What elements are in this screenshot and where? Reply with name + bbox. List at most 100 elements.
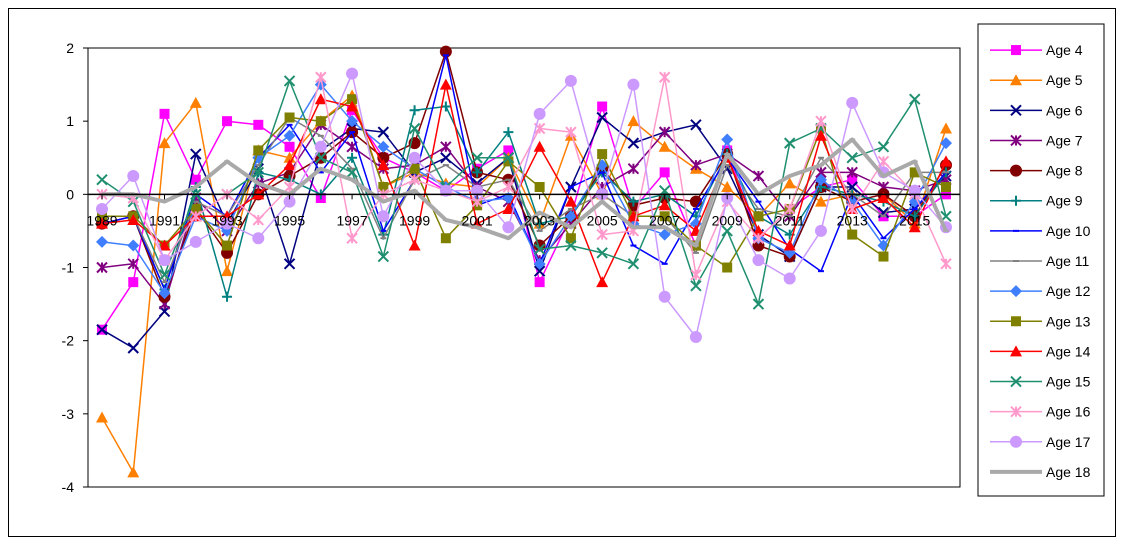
data-point (127, 342, 139, 354)
legend-item: Age 12 (990, 283, 1091, 299)
data-point (253, 145, 264, 156)
data-point (222, 240, 233, 251)
data-point (533, 107, 546, 120)
y-tick-label: 2 (66, 40, 74, 56)
data-point (252, 166, 265, 179)
data-point (909, 211, 920, 222)
data-point (783, 203, 796, 215)
legend-label: Age 9 (1046, 193, 1083, 209)
legend-item: Age 5 (990, 72, 1083, 88)
legend-label: Age 17 (1046, 434, 1091, 450)
series-line (101, 72, 947, 338)
data-point (846, 203, 858, 215)
data-point (690, 280, 702, 292)
legend-label: Age 18 (1046, 464, 1091, 480)
data-point (347, 152, 358, 163)
legend-label: Age 4 (1046, 42, 1083, 58)
legend-box (977, 23, 1105, 497)
data-point (127, 239, 140, 252)
y-tick-label: 1 (66, 113, 74, 129)
data-point (534, 218, 545, 229)
data-point (908, 221, 921, 233)
data-point (190, 174, 201, 185)
legend-item: Age 18 (990, 464, 1091, 480)
series-line (101, 54, 947, 291)
data-point (252, 214, 265, 226)
data-point (283, 258, 296, 270)
legend-item: Age 9 (990, 193, 1083, 209)
data-point (659, 167, 670, 178)
legend-marker (1010, 74, 1022, 86)
data-point (658, 228, 671, 241)
data-point (502, 152, 515, 164)
legend-marker (1010, 435, 1022, 448)
data-point (190, 203, 201, 214)
data-point (752, 254, 765, 267)
data-point (940, 122, 952, 134)
data-point (346, 100, 359, 112)
data-point (346, 232, 358, 244)
legend-marker (1010, 345, 1022, 357)
data-point (847, 174, 858, 185)
data-point (814, 224, 827, 237)
series-line (101, 80, 947, 305)
data-point (314, 93, 327, 105)
data-point (658, 140, 671, 152)
data-point (533, 265, 546, 277)
legend-label: Age 6 (1046, 102, 1083, 118)
data-point (783, 137, 796, 149)
data-point (377, 126, 390, 138)
legend-item: Age 6 (990, 102, 1083, 118)
data-point (627, 137, 640, 149)
data-point (689, 331, 702, 344)
data-point (284, 112, 295, 123)
data-point (159, 108, 170, 119)
legend-marker (1011, 45, 1021, 56)
series-age-15 (96, 75, 952, 310)
data-point (533, 257, 546, 270)
data-point (315, 116, 326, 127)
y-tick-label: -3 (62, 406, 75, 422)
x-tick-label: 2011 (775, 212, 805, 228)
legend-item: Age 8 (990, 163, 1083, 179)
data-point (753, 211, 764, 222)
data-point (96, 411, 108, 423)
data-point (503, 145, 514, 156)
data-point (439, 78, 452, 90)
data-point (96, 261, 108, 274)
data-point (502, 181, 515, 193)
x-tick-label: 2005 (587, 212, 618, 228)
data-point (158, 287, 171, 300)
data-point (940, 155, 952, 167)
legend-item: Age 15 (990, 374, 1091, 390)
data-point (221, 265, 234, 277)
data-point (690, 119, 702, 131)
data-point (440, 152, 452, 164)
x-tick-label: 1989 (86, 212, 117, 228)
data-point (783, 272, 796, 285)
data-point (347, 94, 358, 105)
legend-item: Age 17 (990, 434, 1091, 450)
data-point (408, 173, 421, 186)
data-point (752, 170, 765, 182)
data-point (158, 239, 171, 251)
data-point (127, 466, 140, 478)
data-point (409, 163, 420, 174)
data-point (627, 163, 640, 175)
data-point (502, 221, 515, 234)
data-point (346, 166, 358, 179)
data-point (283, 75, 296, 87)
data-point (627, 115, 640, 127)
data-point (721, 133, 734, 146)
data-point (659, 211, 670, 222)
legend-item: Age 14 (990, 343, 1091, 359)
data-point (752, 298, 765, 310)
legend-label: Age 16 (1046, 404, 1091, 420)
data-point (721, 181, 734, 193)
data-point (377, 250, 390, 263)
data-point (597, 101, 608, 112)
data-point (877, 206, 890, 219)
y-tick-label: -2 (62, 333, 75, 349)
legend-marker (1011, 195, 1021, 206)
